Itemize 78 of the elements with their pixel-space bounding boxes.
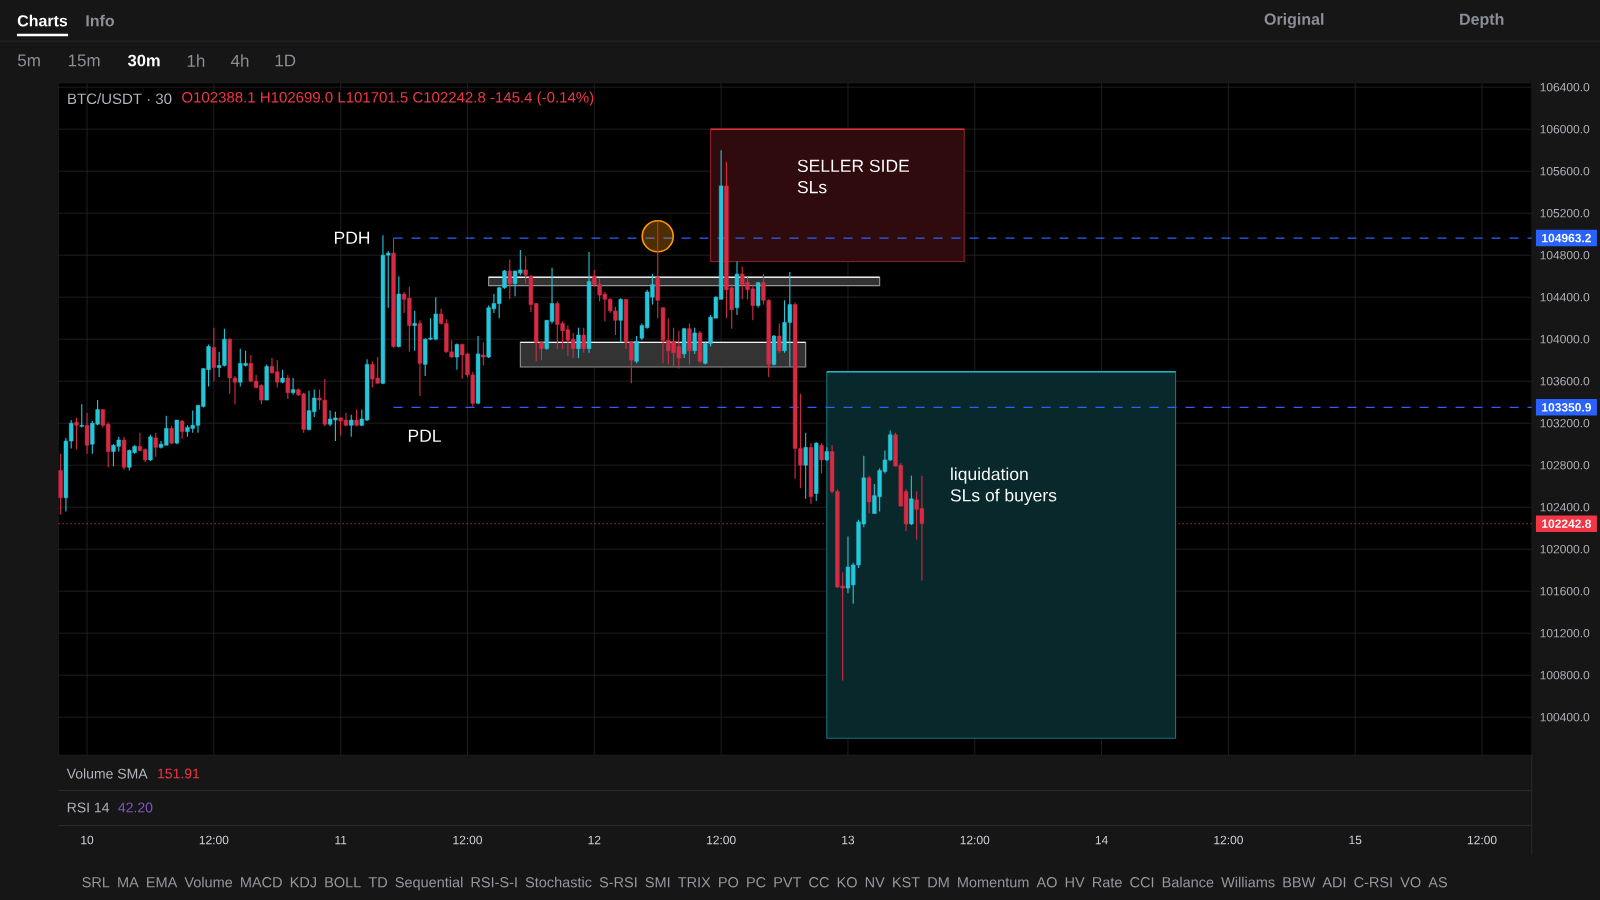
candlestick xyxy=(507,258,512,300)
text: 5m xyxy=(17,54,40,67)
annotation: liquidation SLs of buyers xyxy=(950,467,1057,506)
y-tick-label: 104400.0 xyxy=(1540,292,1590,302)
x-tick-label: 10 xyxy=(81,835,94,845)
candlestick xyxy=(819,442,824,475)
y-tick-label: 102800.0 xyxy=(1540,460,1590,470)
text: SRL MA EMA Volume MACD KDJ BOLL TD Sequential RSI-S-I Stochastic S-RSI SMI TRIX PO PC PVT CC KO NV KST DM Momentum AO HV Rate CCI Balance Williams BBW ADI C-RSI VO AS xyxy=(82,876,1447,891)
candlestick xyxy=(618,297,623,343)
candlestick xyxy=(84,412,90,455)
data-label: 104963.2 xyxy=(1542,233,1591,243)
y-tick-label: 106400.0 xyxy=(1540,82,1590,92)
x-tick-label: 12:00 xyxy=(707,835,736,845)
x-tick-label: 13 xyxy=(842,835,855,845)
text: 15m xyxy=(68,54,100,67)
x-tick-label: 12 xyxy=(588,835,601,845)
annotation: PDL xyxy=(408,429,441,442)
x-tick-label: 12:00 xyxy=(960,835,990,845)
x-tick-label: 12:00 xyxy=(1214,835,1243,845)
text: 42.20 xyxy=(118,802,153,813)
ref-line-label: 102242.8 xyxy=(1542,519,1592,528)
annotation: PDH xyxy=(334,231,370,244)
candlestick xyxy=(174,419,180,445)
text: Original xyxy=(1264,13,1324,29)
text: Depth xyxy=(1460,13,1504,29)
text: 1D xyxy=(275,54,296,67)
x-tick-label: 14 xyxy=(1095,835,1108,845)
x-tick-label: 12:00 xyxy=(199,835,229,845)
y-tick-label: 103200.0 xyxy=(1540,418,1590,428)
candlestick xyxy=(481,341,486,366)
text: 1h xyxy=(187,54,205,67)
y-tick-label: 100400.0 xyxy=(1540,712,1590,722)
candlestick xyxy=(581,327,586,354)
y-tick-label: 101200.0 xyxy=(1540,628,1590,638)
y-tick-label: 105200.0 xyxy=(1540,208,1590,218)
candlestick xyxy=(777,322,782,354)
x-tick-label: 15 xyxy=(1349,835,1362,845)
text: 4h xyxy=(230,54,249,67)
candlestick xyxy=(290,377,296,396)
y-tick-label: 105600.0 xyxy=(1540,166,1590,176)
candlestick xyxy=(692,327,697,355)
candlestick xyxy=(349,414,354,438)
y-tick-label: 106000.0 xyxy=(1540,124,1590,134)
y-tick-label: 100800.0 xyxy=(1540,670,1590,680)
candlestick xyxy=(412,310,417,352)
x-tick-label: 11 xyxy=(335,835,347,845)
annotation: SELLER SIDE SLs xyxy=(797,159,910,194)
candlestick xyxy=(454,342,460,371)
y-tick-label: 102400.0 xyxy=(1540,502,1590,512)
candlestick xyxy=(803,432,808,500)
candlestick xyxy=(148,434,153,462)
text: Volume SMA xyxy=(66,768,148,779)
candlestick xyxy=(755,281,761,309)
text: RSI 14 xyxy=(67,802,110,813)
candlestick xyxy=(74,417,79,450)
x-tick-label: 12:00 xyxy=(1467,835,1497,845)
candlestick xyxy=(211,327,217,382)
data-label: 103350.9 xyxy=(1542,403,1591,412)
text: Info xyxy=(86,14,115,27)
candlestick xyxy=(153,432,158,458)
y-tick-label: 101600.0 xyxy=(1540,586,1590,596)
candlestick xyxy=(180,419,185,440)
text: O102388.1 H102699.0 L101701.5 C102242.8 -145.4 (-0.14%) xyxy=(182,91,594,106)
text: 30m xyxy=(127,54,160,67)
y-tick-label: 104800.0 xyxy=(1540,250,1590,260)
y-tick-label: 104000.0 xyxy=(1540,334,1590,344)
candlestick xyxy=(285,374,290,400)
y-tick-label: 102000.0 xyxy=(1540,544,1590,554)
y-tick-label: 103600.0 xyxy=(1540,376,1590,386)
text: Charts xyxy=(17,14,68,27)
candlestick xyxy=(687,322,692,365)
candlestick xyxy=(634,335,639,364)
candlestick xyxy=(655,221,660,319)
text: BTC/USDT · 30 xyxy=(68,93,172,105)
x-tick-label: 12:00 xyxy=(453,835,483,845)
candlestick xyxy=(576,327,581,359)
text: 151.91 xyxy=(158,768,200,779)
candlestick xyxy=(523,255,528,285)
